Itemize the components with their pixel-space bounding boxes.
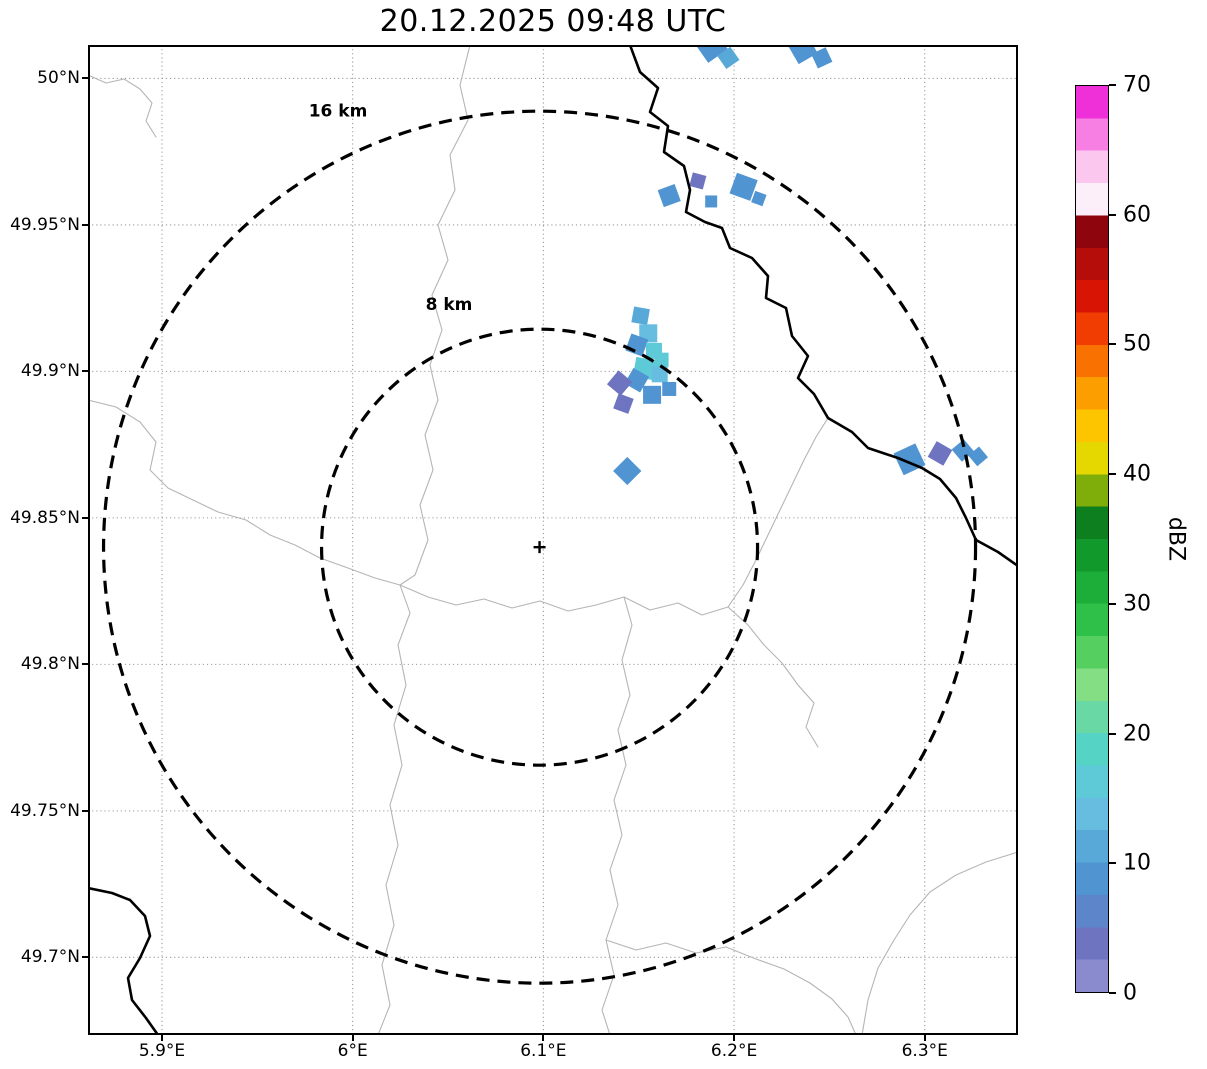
colorbar-tick-mark [1109,84,1116,86]
admin-border-line [399,584,729,616]
colorbar-tick-label: 70 [1123,72,1151,98]
radar-map-canvas: 8 km 16 km [88,45,1018,1035]
radar-echo [639,324,658,343]
radar-echo [968,446,989,467]
admin-border-line [377,584,411,1035]
y-tick-mark [82,370,88,373]
radar-echo [613,456,642,486]
colorbar-tick-label: 10 [1123,850,1151,876]
radar-echo [811,47,833,69]
radar-echo [631,306,650,325]
colorbar-unit-label: dBZ [1163,516,1189,562]
admin-border-line [88,399,401,586]
y-tick-mark [82,77,88,80]
admin-border-line [727,606,819,748]
map-plot-area: 8 km 16 km [88,45,1018,1035]
x-tick-label: 6.2°E [710,1041,758,1061]
radar-echo [751,190,767,207]
x-tick-label: 6°E [337,1041,368,1061]
radar-echo [606,370,633,396]
radar-echo [662,381,677,396]
radar-echo [787,45,818,65]
admin-border-line [88,74,157,138]
x-tick-label: 5.9°E [138,1041,186,1061]
y-tick-label: 49.85°N [10,507,80,528]
admin-border-line [727,417,829,608]
y-tick-mark [82,956,88,959]
y-tick-mark [82,516,88,519]
y-tick-label: 49.9°N [20,361,80,382]
y-tick-mark [82,809,88,812]
y-tick-label: 49.95°N [10,214,80,235]
river-line [88,886,160,1035]
radar-echo [654,352,669,367]
x-tick-mark [351,1035,354,1041]
colorbar-tick-mark [1109,473,1116,476]
y-tick-label: 49.7°N [20,947,80,968]
colorbar-tick-mark [1109,343,1116,346]
x-tick-mark [542,1035,545,1041]
y-tick-mark [82,223,88,226]
range-ring-8km [319,327,760,767]
y-tick-mark [82,663,88,666]
x-tick-mark [733,1035,736,1041]
range-ring-16km [101,109,978,985]
admin-border-line [601,596,633,1035]
radar-echo [689,172,707,190]
radar-echo [657,184,681,208]
x-tick-label: 6.3°E [901,1041,948,1061]
colorbar-tick-mark [1109,602,1116,605]
colorbar-gradient [1075,85,1109,993]
radar-echo [651,366,668,383]
radar-echo [717,46,740,70]
range-ring-label: 16 km [309,101,368,121]
y-tick-label: 49.8°N [20,654,80,675]
radar-site-marker [533,541,546,554]
colorbar-tick-mark [1109,732,1116,735]
x-tick-mark [923,1035,926,1041]
radar-echo [705,195,718,208]
colorbar-tick-mark [1109,862,1116,865]
figure-title: 20.12.2025 09:48 UTC [379,4,727,39]
colorbar: dBZ 0 10 20 30 40 50 60 70 [1075,73,1189,1006]
admin-border-line [605,939,857,1035]
y-tick-label: 49.75°N [10,800,80,821]
colorbar-tick-label: 30 [1123,591,1151,617]
radar-echo [951,439,975,462]
admin-border-line [399,45,471,586]
radar-echo [613,393,634,414]
y-tick-label: 50°N [37,68,80,89]
x-tick-mark [160,1035,163,1041]
colorbar-tick-label: 20 [1123,721,1151,747]
river-line [628,45,1018,568]
admin-border-line [861,851,1018,1035]
colorbar-tick-label: 60 [1123,202,1151,228]
plot-frame [88,45,1018,1035]
colorbar-tick-label: 40 [1123,461,1151,487]
colorbar-tick-mark [1109,213,1116,216]
radar-echo [927,441,953,466]
radar-echo [643,385,662,404]
colorbar-tick-label: 50 [1123,331,1151,357]
colorbar-tick-label: 0 [1123,980,1137,1006]
radar-echo [624,367,650,393]
x-tick-label: 6.1°E [520,1041,567,1061]
colorbar-tick-mark [1109,992,1116,994]
range-ring-label: 8 km [426,295,473,315]
radar-echo [729,172,758,201]
